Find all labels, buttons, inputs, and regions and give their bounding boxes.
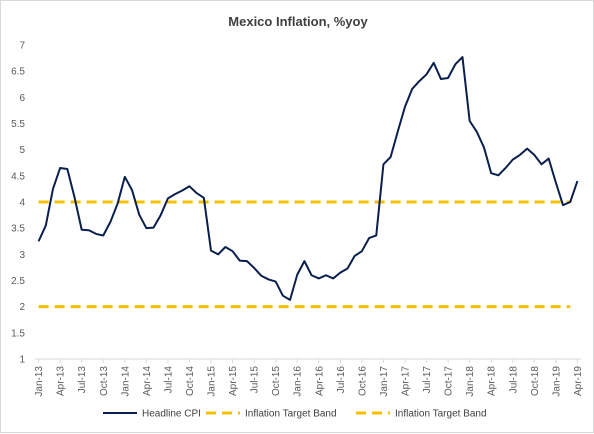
chart-title: Mexico Inflation, %yoy <box>228 14 368 29</box>
y-tick-label: 2.5 <box>11 276 25 287</box>
x-tick-label: Apr-14 <box>142 366 153 396</box>
x-tick-label: Apr-16 <box>314 366 325 396</box>
x-tick-label: Jul-16 <box>336 366 347 394</box>
x-tick-label: Oct-17 <box>444 366 455 396</box>
y-tick-label: 7 <box>19 41 25 52</box>
legend-label: Inflation Target Band <box>245 409 337 420</box>
y-tick-label: 4.5 <box>11 171 25 182</box>
x-tick-label: Apr-15 <box>228 366 239 396</box>
x-tick-label: Jul-13 <box>77 366 88 394</box>
x-tick-label: Oct-18 <box>530 366 541 396</box>
y-tick-label: 5 <box>19 145 25 156</box>
y-tick-label: 3 <box>19 250 25 261</box>
y-tick-label: 2 <box>19 302 25 313</box>
x-tick-label: Oct-14 <box>185 366 196 396</box>
x-tick-label: Jul-18 <box>508 366 519 394</box>
y-tick-label: 4 <box>19 198 25 209</box>
x-tick-label: Jan-14 <box>120 366 131 397</box>
y-tick-label: 6 <box>19 93 25 104</box>
x-tick-label: Oct-16 <box>357 366 368 396</box>
x-tick-label: Jul-14 <box>163 366 174 394</box>
x-tick-label: Jan-17 <box>379 366 390 397</box>
x-tick-label: Jan-19 <box>551 366 562 397</box>
x-tick-label: Jan-15 <box>207 366 218 397</box>
x-tick-label: Jul-17 <box>422 366 433 394</box>
x-axis-ticks: Jan-13 Apr-13 Jul-13 Oct-13 Jan-14 Apr-14 Jul-… <box>34 359 584 397</box>
headline-cpi-line <box>37 56 579 301</box>
y-tick-label: 3.5 <box>11 224 25 235</box>
x-tick-label: Oct-13 <box>99 366 110 396</box>
x-tick-label: Jan-18 <box>465 366 476 397</box>
legend: Headline CPI Inflation Target Band Inflati… <box>103 409 487 420</box>
legend-label: Inflation Target Band <box>395 409 487 420</box>
y-tick-label: 1 <box>19 355 25 366</box>
legend-label: Headline CPI <box>142 409 201 420</box>
y-tick-label: 5.5 <box>11 119 25 130</box>
x-tick-label: Oct-15 <box>271 366 282 396</box>
y-tick-label: 1.5 <box>11 328 25 339</box>
x-tick-label: Apr-13 <box>56 366 67 396</box>
x-tick-label: Apr-19 <box>573 366 584 396</box>
x-tick-label: Apr-17 <box>400 366 411 396</box>
x-tick-label: Jan-13 <box>34 366 45 397</box>
target-band-lines <box>38 200 571 309</box>
x-tick-label: Apr-18 <box>487 366 498 396</box>
y-axis-ticks: 1 1.5 2 2.5 3 3.5 4 4.5 5 5.5 6 6.5 7 <box>11 41 25 366</box>
y-tick-label: 6.5 <box>11 67 25 78</box>
x-tick-label: Jul-15 <box>250 366 261 394</box>
x-tick-label: Jan-16 <box>293 366 304 397</box>
